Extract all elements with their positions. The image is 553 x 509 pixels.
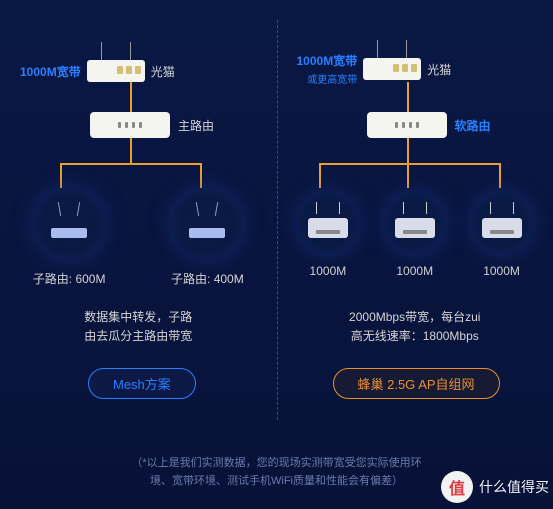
router-icon: [367, 112, 447, 138]
router-label: 软路由: [455, 117, 491, 134]
watermark-icon: 值: [441, 471, 473, 503]
line: [130, 138, 132, 163]
bandwidth-label: 1000M宽带: [20, 63, 81, 80]
watermark-text: 什么值得买: [479, 477, 549, 497]
bandwidth-sublabel: 或更高宽带: [297, 71, 358, 86]
watermark: 值 什么值得买: [441, 471, 549, 503]
node-label: 子路由: 400M: [171, 270, 244, 287]
badge-mesh: Mesh方案: [88, 368, 196, 399]
modem-group-right: 1000M宽带 或更高宽带 光猫: [297, 52, 452, 86]
line: [407, 82, 409, 112]
ap-icon: [395, 208, 435, 238]
bandwidth-label: 1000M宽带: [297, 52, 358, 69]
ap-icon: [482, 208, 522, 238]
line: [407, 163, 409, 188]
sub-router-node: 子路由: 400M: [171, 188, 244, 287]
main-router-left: 主路由: [90, 112, 214, 138]
modem-group-left: 1000M宽带 光猫: [20, 60, 175, 82]
modem-icon: [363, 58, 421, 80]
router-icon: [90, 112, 170, 138]
ap-node: 1000M: [384, 192, 446, 278]
sub-router-node: 子路由: 600M: [33, 188, 106, 287]
modem-label: 光猫: [427, 61, 451, 78]
line: [130, 82, 132, 112]
line: [200, 163, 202, 188]
modem-icon: [87, 60, 145, 82]
node-circle: [384, 192, 446, 254]
node-circle: [171, 188, 243, 260]
soft-router-right: 软路由: [367, 112, 491, 138]
line: [499, 163, 501, 188]
right-panel: 1000M宽带 或更高宽带 光猫 软路由 1000M: [277, 0, 553, 420]
node-circle: [33, 188, 105, 260]
node-label: 子路由: 600M: [33, 270, 106, 287]
sub-router-icon: [51, 210, 87, 238]
line: [319, 163, 499, 165]
modem-label: 光猫: [151, 63, 175, 80]
description-right: 2000Mbps带宽，每台zui 高无线速率：1800Mbps: [277, 308, 553, 346]
panel-divider: [277, 20, 278, 420]
ap-nodes-right: 1000M 1000M 1000M: [277, 192, 553, 278]
node-label: 1000M: [483, 264, 520, 278]
line: [60, 163, 200, 165]
badge-ap: 蜂巢 2.5G AP自组网: [333, 368, 500, 399]
ap-node: 1000M: [297, 192, 359, 278]
left-panel: 1000M宽带 光猫 主路由 子路由: [0, 0, 277, 420]
sub-nodes-left: 子路由: 600M 子路由: 400M: [0, 188, 277, 287]
sub-router-icon: [189, 210, 225, 238]
line: [407, 138, 409, 163]
description-left: 数据集中转发，子路 由去瓜分主路由带宽: [0, 308, 277, 346]
node-label: 1000M: [310, 264, 347, 278]
ap-icon: [308, 208, 348, 238]
node-circle: [297, 192, 359, 254]
ap-node: 1000M: [471, 192, 533, 278]
node-label: 1000M: [396, 264, 433, 278]
router-label: 主路由: [178, 117, 214, 134]
line: [319, 163, 321, 188]
line: [60, 163, 62, 188]
node-circle: [471, 192, 533, 254]
